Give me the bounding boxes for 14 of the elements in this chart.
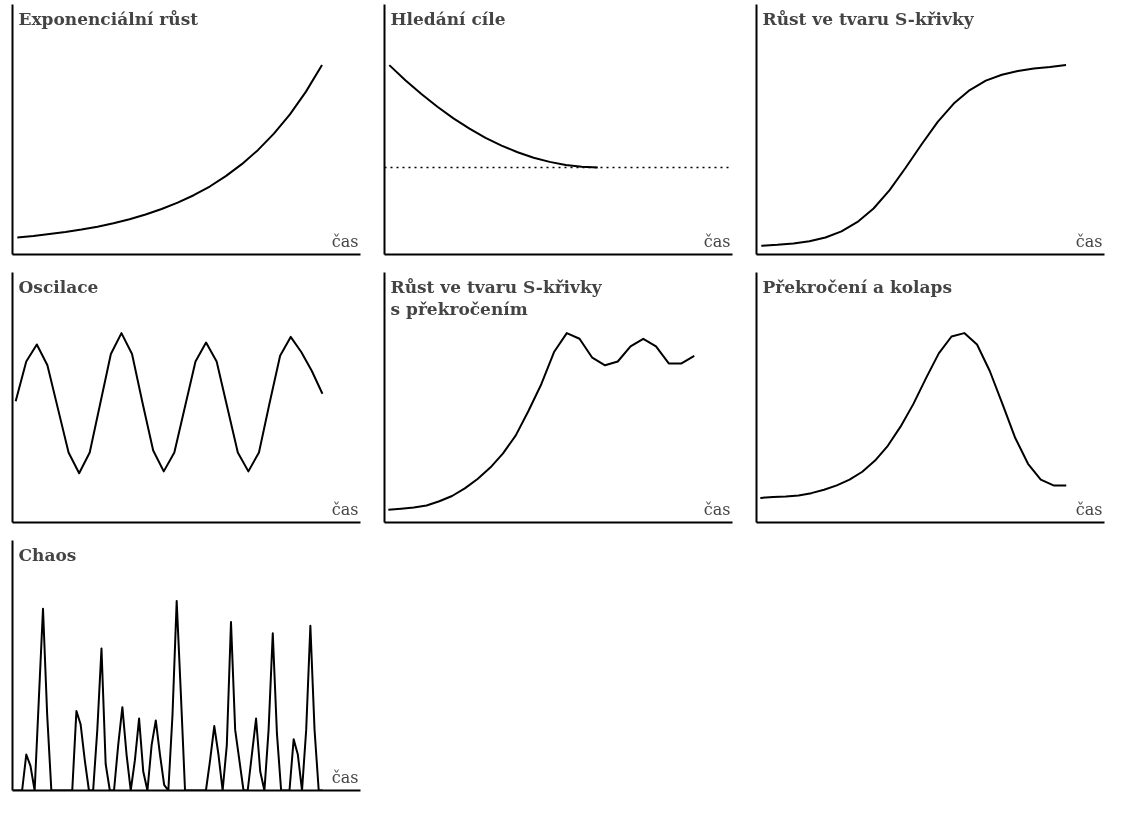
chart-title: Růst ve tvaru S-křivky s překročením bbox=[390, 276, 603, 319]
chart-title: Oscilace bbox=[18, 276, 99, 297]
chart-title: Hledání cíle bbox=[390, 8, 506, 29]
x-axis-title: čas bbox=[331, 767, 359, 787]
chart-title: Růst ve tvaru S-křivky bbox=[762, 8, 975, 29]
chart-title: Překročení a kolaps bbox=[762, 276, 953, 297]
x-axis-title: čas bbox=[1075, 231, 1103, 251]
chart-title: Exponenciální růst bbox=[18, 8, 199, 29]
x-axis-title: čas bbox=[331, 231, 359, 251]
x-axis-title: čas bbox=[331, 499, 359, 519]
x-axis-title: čas bbox=[1075, 499, 1103, 519]
x-axis-title: čas bbox=[703, 499, 731, 519]
chart-title: Chaos bbox=[18, 544, 77, 565]
x-axis-title: čas bbox=[703, 231, 731, 251]
